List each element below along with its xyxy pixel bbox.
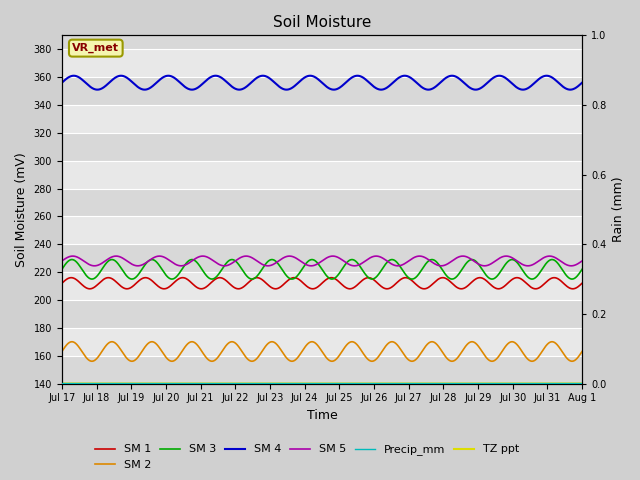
SM 1 — [298, 278, 305, 284]
SM 3 — [58, 266, 66, 272]
Bar — [62, 77, 582, 105]
Precip_mm — [468, 381, 476, 386]
Line: SM 4: SM 4 — [62, 76, 582, 90]
SM 5 — [243, 253, 250, 259]
SM 3 — [563, 274, 571, 279]
Bar — [62, 300, 582, 328]
Precip_mm — [297, 381, 305, 386]
SM 1 — [468, 279, 476, 285]
TZ ppt — [578, 381, 586, 386]
SM 4 — [298, 77, 305, 83]
SM 3 — [468, 257, 476, 263]
TZ ppt — [563, 381, 570, 386]
SM 1 — [365, 275, 372, 280]
Line: SM 1: SM 1 — [62, 277, 582, 289]
Line: SM 5: SM 5 — [62, 256, 582, 266]
SM 2 — [311, 340, 319, 346]
SM 1 — [84, 286, 92, 291]
SM 3 — [564, 274, 572, 279]
SM 2 — [148, 339, 156, 345]
SM 5 — [84, 261, 92, 267]
SM 2 — [468, 339, 476, 345]
SM 1 — [58, 280, 66, 286]
SM 4 — [564, 86, 572, 92]
SM 4 — [141, 87, 148, 93]
SM 2 — [488, 359, 496, 364]
Text: VR_met: VR_met — [72, 43, 119, 53]
Precip_mm — [84, 381, 92, 386]
Line: SM 2: SM 2 — [62, 342, 582, 361]
SM 2 — [84, 357, 92, 363]
SM 4 — [468, 86, 476, 92]
SM 5 — [394, 263, 402, 269]
SM 4 — [495, 73, 503, 79]
Bar — [62, 133, 582, 161]
SM 1 — [563, 284, 571, 289]
Bar — [62, 356, 582, 384]
SM 5 — [563, 262, 571, 268]
SM 3 — [488, 276, 496, 282]
SM 3 — [148, 257, 156, 263]
TZ ppt — [58, 381, 66, 386]
SM 1 — [564, 284, 572, 289]
SM 2 — [564, 356, 572, 362]
Legend: SM 1, SM 2, SM 3, SM 4, SM 5, Precip_mm, TZ ppt: SM 1, SM 2, SM 3, SM 4, SM 5, Precip_mm,… — [90, 440, 524, 474]
SM 4 — [84, 83, 92, 88]
SM 2 — [578, 348, 586, 354]
X-axis label: Time: Time — [307, 409, 337, 422]
SM 5 — [468, 257, 476, 263]
SM 1 — [272, 286, 280, 292]
SM 4 — [563, 86, 571, 92]
SM 4 — [58, 80, 66, 85]
Bar — [62, 189, 582, 216]
TZ ppt — [468, 381, 476, 386]
SM 1 — [311, 286, 319, 291]
Y-axis label: Soil Moisture (mV): Soil Moisture (mV) — [15, 152, 28, 267]
SM 4 — [578, 80, 586, 85]
Bar — [62, 244, 582, 272]
SM 1 — [578, 280, 586, 286]
TZ ppt — [311, 381, 319, 386]
SM 3 — [298, 267, 305, 273]
Precip_mm — [563, 381, 571, 386]
TZ ppt — [297, 381, 305, 386]
SM 5 — [578, 258, 586, 264]
SM 2 — [298, 349, 305, 355]
SM 2 — [58, 348, 66, 354]
SM 5 — [311, 262, 319, 268]
TZ ppt — [563, 381, 571, 386]
Precip_mm — [563, 381, 570, 386]
SM 2 — [563, 356, 571, 361]
Title: Soil Moisture: Soil Moisture — [273, 15, 371, 30]
Precip_mm — [58, 381, 66, 386]
SM 5 — [58, 258, 66, 264]
SM 3 — [311, 258, 319, 264]
Bar — [62, 36, 582, 49]
SM 4 — [311, 74, 319, 80]
Y-axis label: Rain (mm): Rain (mm) — [612, 177, 625, 242]
Line: SM 3: SM 3 — [62, 260, 582, 279]
SM 3 — [578, 266, 586, 272]
SM 3 — [84, 275, 92, 280]
Precip_mm — [311, 381, 319, 386]
TZ ppt — [84, 381, 92, 386]
Precip_mm — [578, 381, 586, 386]
SM 5 — [564, 262, 572, 268]
SM 5 — [298, 259, 305, 264]
